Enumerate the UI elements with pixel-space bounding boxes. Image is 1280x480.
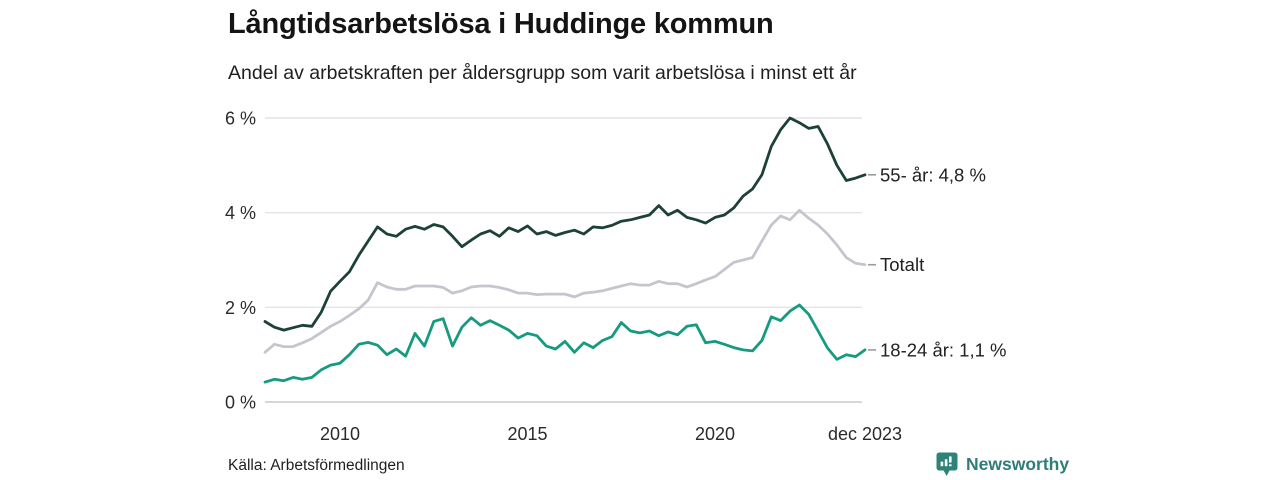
page-title: Långtidsarbetslösa i Huddinge kommun — [228, 8, 774, 40]
series-line-55- år — [263, 116, 867, 332]
y-tick-label: 0 % — [225, 393, 256, 413]
series-end-label: Totalt — [880, 254, 924, 275]
x-tick-label: 2010 — [320, 424, 360, 444]
newsworthy-logo-text: Newsworthy — [966, 454, 1070, 474]
series-end-label: 18-24 år: 1,1 % — [880, 339, 1007, 360]
newsworthy-brand: Newsworthy — [936, 452, 1069, 477]
chart-subtitle: Andel av arbetskraften per åldersgrupp s… — [228, 62, 857, 84]
x-tick-label: 2020 — [695, 424, 735, 444]
series-line-Totalt — [263, 208, 867, 354]
source-text: Källa: Arbetsförmedlingen — [228, 457, 405, 474]
y-tick-label: 6 % — [225, 109, 256, 129]
series-line-18-24 år — [263, 303, 867, 384]
series-end-label: 55- år: 4,8 % — [880, 164, 986, 185]
x-tick-label: dec 2023 — [828, 424, 902, 444]
y-tick-label: 4 % — [225, 203, 256, 223]
y-tick-label: 2 % — [225, 298, 256, 318]
x-tick-label: 2015 — [507, 424, 547, 444]
newsworthy-logo-icon — [936, 452, 958, 476]
